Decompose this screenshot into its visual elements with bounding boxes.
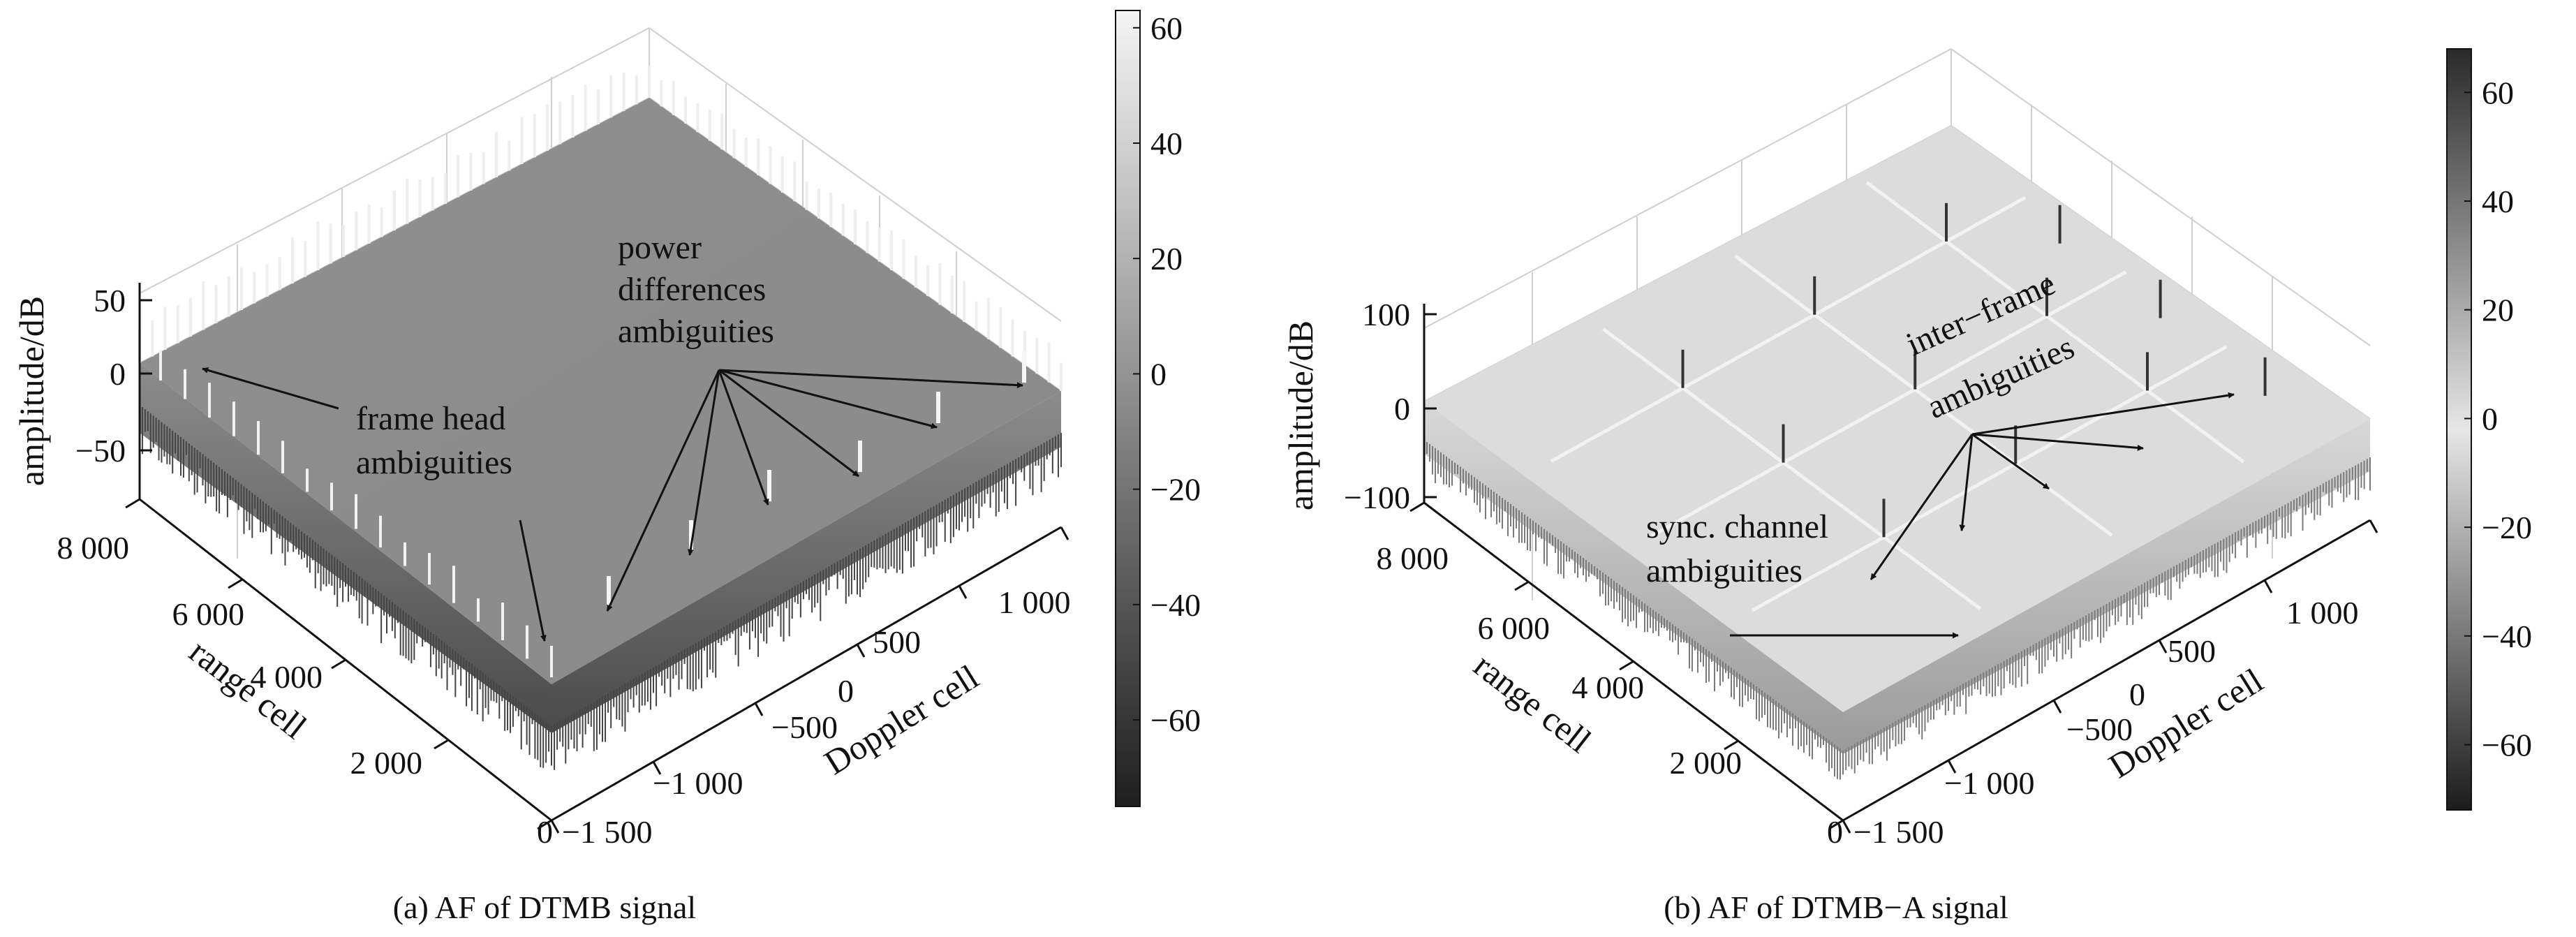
z-tick-label: 0 bbox=[1394, 391, 1410, 427]
colorbar-ticks-b: 60 40 20 0 −20 −40 −60 bbox=[2464, 75, 2532, 763]
colorbar-tick-label: −40 bbox=[2482, 619, 2532, 654]
x-tick-label: −1 000 bbox=[1944, 765, 2034, 801]
surface-side-right-b bbox=[1843, 419, 2370, 754]
colorbar-tick-label: 40 bbox=[2482, 184, 2514, 219]
x-tick-label: 0 bbox=[838, 673, 854, 709]
surface-side-left-b bbox=[1424, 401, 1843, 754]
z-axis-label: amplitude/dB bbox=[12, 296, 51, 486]
x-ticks-a bbox=[550, 526, 1069, 834]
x-tick-label: 1 000 bbox=[998, 584, 1071, 620]
x-ticks-b bbox=[1842, 519, 2378, 834]
x-tick-label: −500 bbox=[771, 709, 838, 745]
colorbar-tick-label: −40 bbox=[1150, 587, 1201, 623]
z-tick-label: −50 bbox=[75, 433, 126, 468]
z-tick-label: 50 bbox=[94, 283, 126, 318]
annotation-line: ambiguities bbox=[618, 313, 774, 350]
ambiguity-ridge bbox=[1865, 181, 2245, 464]
colorbar-tick-label: −20 bbox=[1150, 472, 1201, 508]
x-tick-label: −1 000 bbox=[653, 765, 743, 801]
annotation-line: differences bbox=[618, 271, 766, 308]
surface-top-b bbox=[1424, 126, 2370, 712]
y-tick-label: 6 000 bbox=[172, 596, 245, 632]
y-tick-label: 0 bbox=[1827, 814, 1843, 850]
colorbar-tick-label: −60 bbox=[2482, 728, 2532, 763]
colorbar-tick-label: 60 bbox=[2482, 75, 2514, 110]
colorbar-tick-label: 40 bbox=[1150, 126, 1183, 161]
colorbar-tick-label: 20 bbox=[1150, 241, 1183, 276]
x-tick-label: 0 bbox=[2129, 677, 2145, 712]
ambiguity-ridge bbox=[1602, 327, 1981, 610]
noise-spikes-a bbox=[139, 405, 1062, 770]
z-tick-label: 0 bbox=[110, 356, 126, 392]
x-tick-label: 1 000 bbox=[2286, 595, 2359, 630]
z-ticks-b bbox=[1424, 313, 1437, 499]
y-tick-label: 2 000 bbox=[350, 745, 423, 781]
x-tick-label: 500 bbox=[2168, 633, 2216, 669]
y-tick-label: 8 000 bbox=[57, 530, 130, 566]
ambiguity-peaks-b bbox=[1681, 202, 2267, 538]
y-tick-label: 2 000 bbox=[1670, 745, 1742, 781]
colorbar-tick-label: 0 bbox=[2482, 401, 2498, 436]
caption-a: (a) AF of DTMB signal bbox=[393, 890, 696, 925]
annotation-line: frame head bbox=[356, 400, 506, 437]
annotation-power-differences: power differences ambiguities bbox=[606, 229, 1023, 612]
z-ticks-a bbox=[140, 299, 152, 452]
ambiguity-peaks-a bbox=[138, 66, 1063, 677]
x-tick-label: −1 500 bbox=[1853, 814, 1944, 850]
annotation-frame-head: frame head ambiguities bbox=[202, 367, 547, 642]
surface-top-a bbox=[140, 98, 1061, 684]
noise-spikes-b bbox=[1423, 440, 2371, 780]
panel-b: 100 0 −100 amplitude/dB 0 2 000 4 000 6 … bbox=[1281, 48, 2532, 925]
y-tick-label: 0 bbox=[537, 814, 553, 850]
surface-side-left-a bbox=[140, 363, 552, 733]
y-ticks-b bbox=[1409, 501, 1844, 830]
y-ticks-a bbox=[125, 498, 552, 830]
z-tick-label: −100 bbox=[1344, 480, 1410, 515]
colorbar-ticks-a: 60 40 20 0 −20 −40 −60 bbox=[1133, 10, 1201, 738]
colorbar-tick-label: 20 bbox=[2482, 293, 2514, 328]
annotation-line: power bbox=[618, 229, 702, 266]
colorbar-a: 60 40 20 0 −20 −40 −60 bbox=[1115, 10, 1201, 807]
annotation-line: sync. channel bbox=[1646, 508, 1828, 545]
y-tick-label: 6 000 bbox=[1478, 610, 1550, 646]
y-tick-label: 4 000 bbox=[251, 659, 323, 695]
colorbar-tick-label: −60 bbox=[1150, 702, 1201, 738]
annotation-line: ambiguities bbox=[356, 444, 512, 481]
z-tick-label: 100 bbox=[1362, 297, 1410, 332]
x-tick-label: −500 bbox=[2066, 711, 2133, 747]
z-axis-label: amplitude/dB bbox=[1281, 320, 1320, 510]
colorbar-tick-label: −20 bbox=[2482, 510, 2532, 545]
y-tick-label: 4 000 bbox=[1572, 670, 1645, 705]
x-tick-label: 500 bbox=[873, 624, 921, 660]
caption-b: (b) AF of DTMB−A signal bbox=[1664, 890, 2008, 925]
colorbar-tick-label: 0 bbox=[1150, 356, 1167, 392]
panel-a: 50 0 −50 amplitude/dB 0 2 000 4 000 6 00… bbox=[12, 10, 1201, 925]
colorbar-tick-label: 60 bbox=[1150, 10, 1183, 46]
x-tick-label: −1 500 bbox=[562, 814, 652, 850]
annotation-line: ambiguities bbox=[1646, 552, 1803, 589]
y-tick-label: 8 000 bbox=[1377, 540, 1449, 576]
annotation-sync-channel: sync. channel ambiguities bbox=[1646, 508, 1959, 639]
surface-side-right-a bbox=[552, 391, 1061, 733]
colorbar-b: 60 40 20 0 −20 −40 −60 bbox=[2446, 48, 2532, 811]
